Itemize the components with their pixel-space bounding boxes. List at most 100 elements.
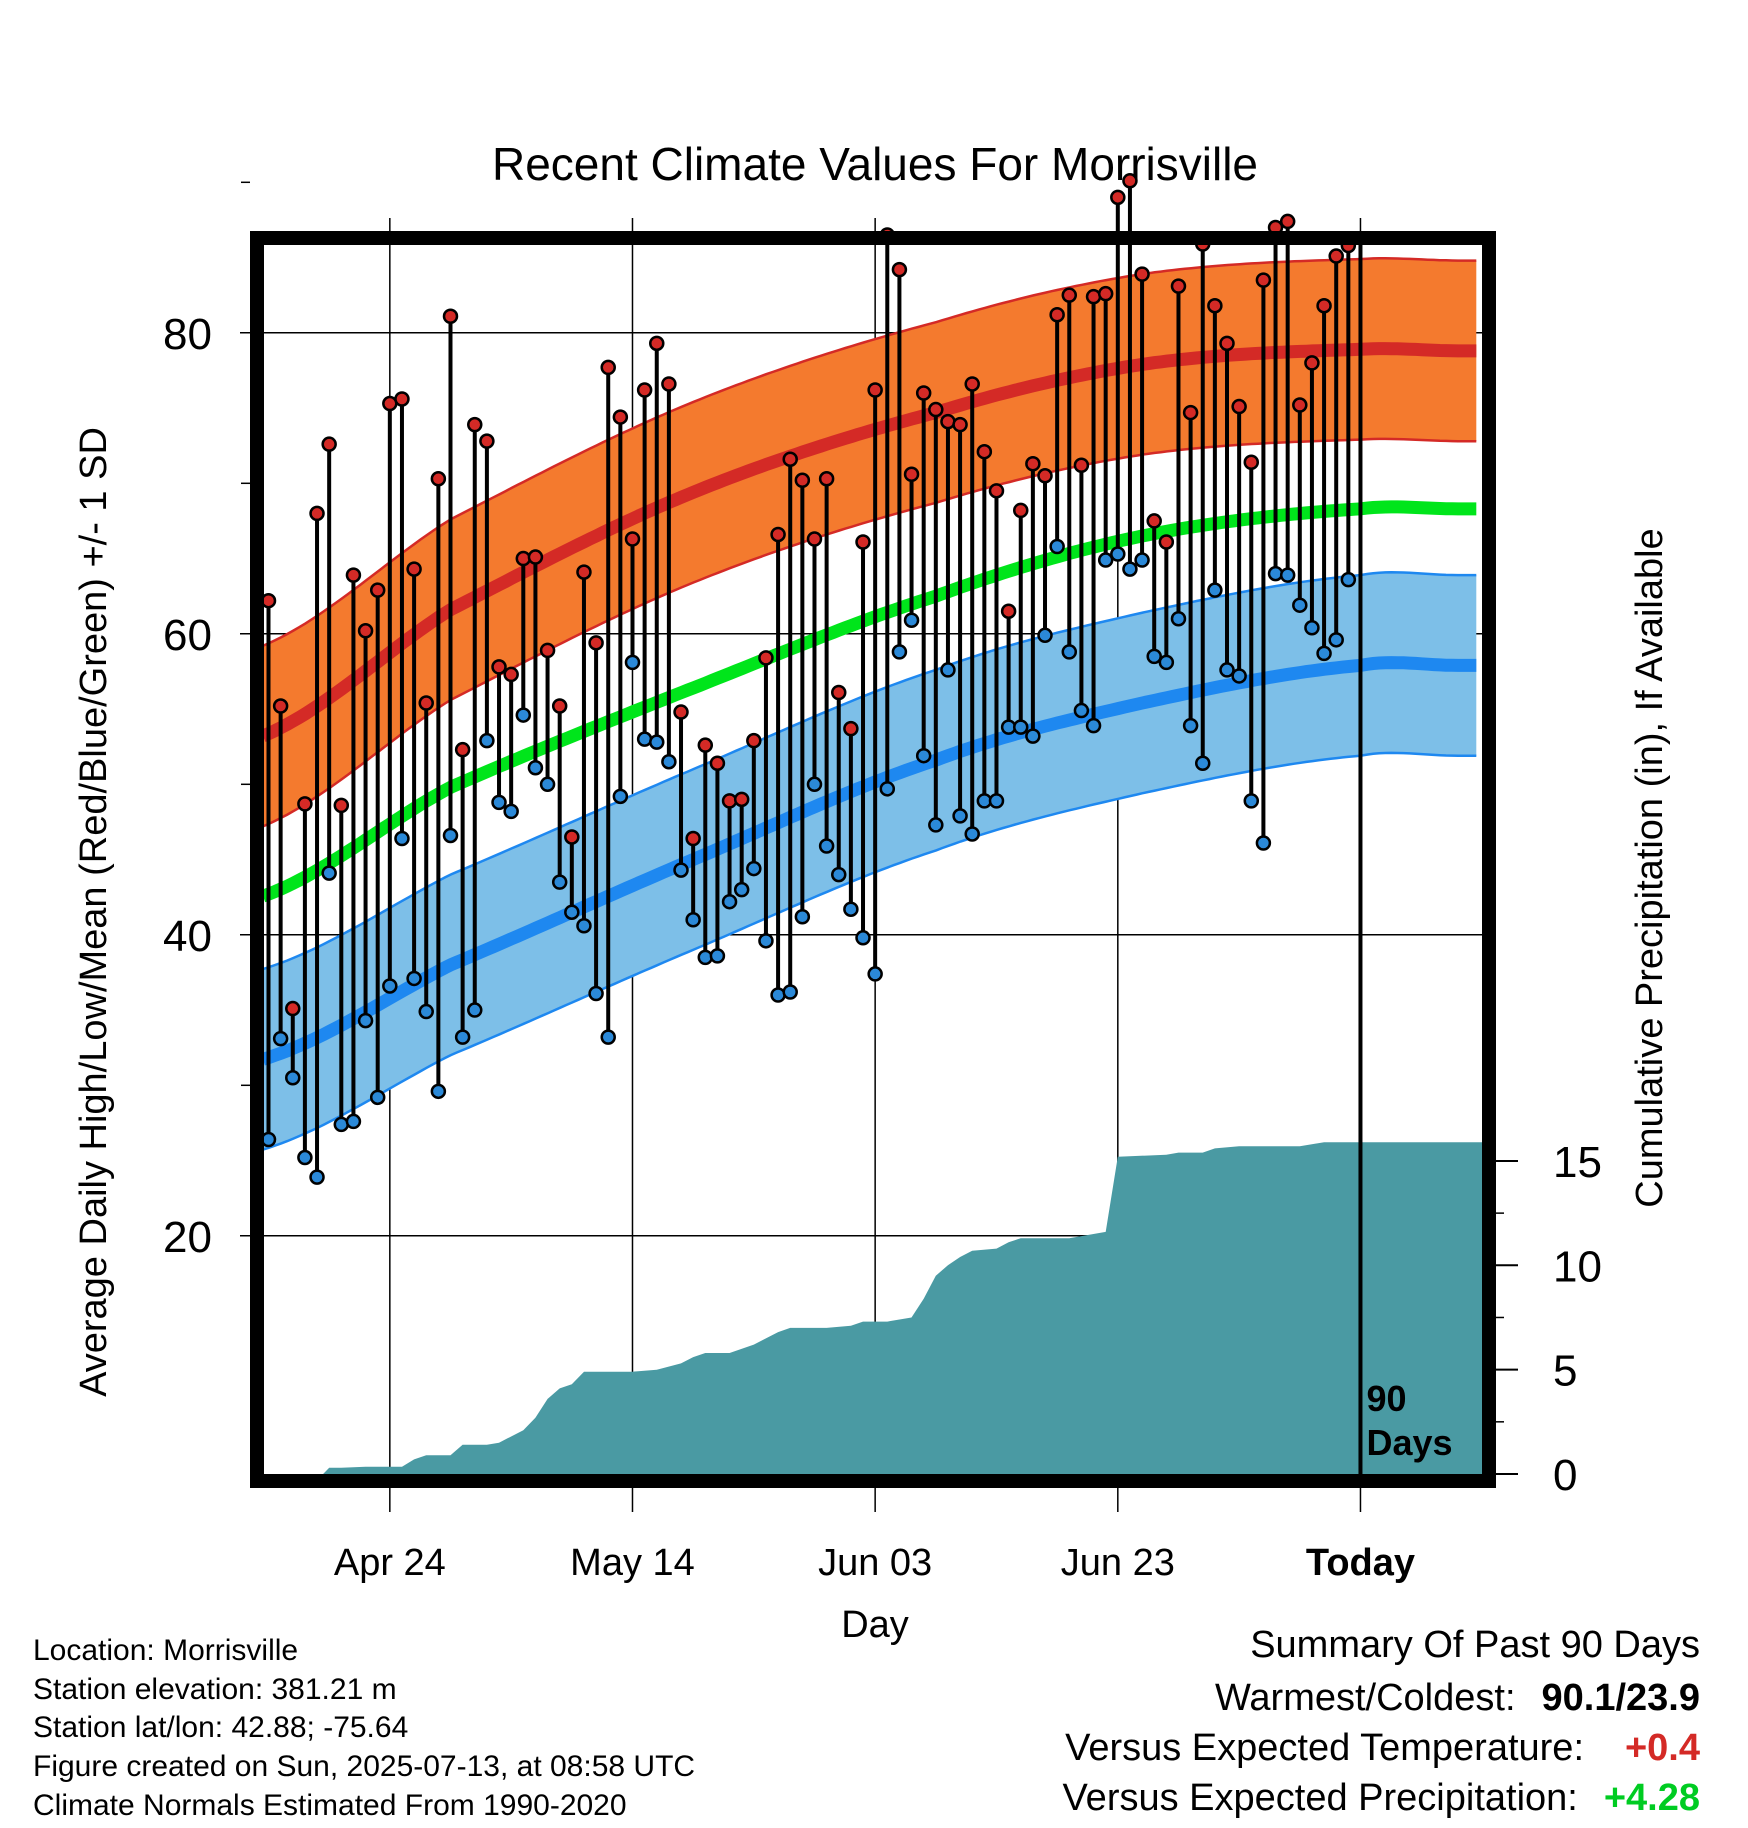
daily-high-dot (467, 416, 483, 433)
daily-low-dot (624, 654, 641, 671)
daily-high-dot (1182, 404, 1199, 421)
daily-high-dot (806, 531, 823, 547)
daily-low-dot (309, 1169, 325, 1185)
daily-low-dot (831, 866, 847, 883)
daily-high-dot (454, 741, 471, 758)
daily-low-dot (1328, 632, 1344, 648)
daily-low-dot (1037, 627, 1053, 644)
daily-low-dot (491, 794, 507, 811)
daily-low-dot (551, 874, 568, 890)
daily-low-dot (1194, 755, 1211, 771)
daily-low-dot (1146, 648, 1162, 665)
daily-low-dot (600, 1029, 616, 1045)
cumulative-precip-area (323, 1142, 1482, 1474)
daily-low-dot (527, 759, 544, 776)
daily-high-dot (1134, 266, 1150, 282)
daily-low-dot (794, 908, 811, 925)
daily-high-dot (1012, 502, 1029, 519)
daily-high-dot (369, 582, 386, 598)
daily-low-dot (1340, 571, 1357, 588)
daily-high-dot (928, 401, 944, 418)
daily-low-dot (1012, 719, 1029, 735)
daily-high-dot (758, 650, 774, 666)
daily-high-dot (600, 359, 616, 376)
daily-high-dot (539, 642, 556, 659)
daily-high-dot (673, 704, 689, 720)
y-tick-label: 80 (163, 310, 212, 359)
daily-high-dot (1243, 454, 1260, 470)
daily-low-dot (806, 776, 823, 793)
summary-warmest: Warmest/Coldest: 90.1/23.9 (1215, 1679, 1700, 1717)
daily-high-dot (564, 829, 580, 845)
daily-high-dot (1122, 173, 1138, 189)
y2-tick-label: 15 (1553, 1138, 1602, 1187)
daily-low-dot (576, 918, 592, 934)
daily-low-dot (285, 1070, 301, 1086)
daily-low-dot (915, 747, 932, 764)
daily-low-dot (1097, 552, 1114, 568)
daily-low-dot (418, 1003, 434, 1020)
daily-high-dot (357, 623, 374, 639)
daily-high-dot (612, 409, 629, 425)
daily-high-dot (636, 382, 653, 398)
daily-high-dot (345, 567, 362, 583)
daily-high-dot (418, 695, 434, 711)
daily-high-dot (952, 416, 968, 433)
daily-high-dot (309, 505, 325, 522)
precip-anomaly-value: +4.28 (1603, 1777, 1700, 1819)
y2-tick-label: 5 (1553, 1347, 1577, 1396)
summary-precip: Versus Expected Precipitation: +4.28 (1062, 1779, 1700, 1817)
daily-low-dot (515, 707, 532, 723)
info-location: Location: Morrisville (33, 1634, 299, 1667)
daily-high-dot (1292, 397, 1308, 413)
y2-tick-label: 0 (1553, 1451, 1577, 1500)
daily-low-dot (843, 901, 859, 917)
daily-low-dot (297, 1149, 313, 1166)
daily-low-dot (1255, 835, 1272, 851)
daily-low-dot (1158, 654, 1175, 671)
daily-low-dot (685, 912, 701, 928)
daily-low-dot (406, 970, 422, 987)
temp-anomaly-value: +0.4 (1624, 1727, 1700, 1769)
daily-high-dot (915, 385, 932, 401)
daily-high-dot (1061, 287, 1078, 303)
daily-high-dot (976, 443, 993, 460)
daily-high-dot (709, 755, 726, 771)
daily-low-dot (673, 862, 689, 878)
daily-low-dot (394, 830, 410, 847)
y-tick-label: 20 (163, 1213, 212, 1262)
daily-high-dot (321, 436, 337, 452)
daily-low-dot (1231, 668, 1247, 684)
daily-high-dot (733, 791, 750, 808)
x-tick-label: Jun 23 (1061, 1542, 1175, 1584)
normal-low-sd-band-upper-edge (263, 571, 1477, 971)
daily-high-dot (697, 737, 714, 753)
y-axis-label: Average Daily High/Low/Mean (Red/Blue/Gr… (73, 427, 115, 1397)
daily-high-dot (1170, 278, 1187, 294)
daily-high-dot (794, 472, 811, 489)
daily-high-dot (1316, 297, 1332, 314)
daily-low-dot (1025, 728, 1041, 744)
daily-high-dot (831, 684, 847, 701)
daily-high-dot (1255, 272, 1272, 288)
daily-high-dot (964, 376, 980, 392)
daily-high-dot (1000, 603, 1017, 619)
daily-low-dot (1170, 611, 1187, 627)
today-marker-label: 90 (1366, 1378, 1406, 1419)
daily-low-dot (818, 838, 835, 854)
daily-high-dot (782, 451, 798, 467)
daily-high-dot (551, 698, 568, 714)
daily-high-dot (1231, 398, 1247, 415)
daily-low-dot (479, 732, 495, 749)
daily-low-dot (345, 1113, 362, 1130)
normal-high-sd-band (263, 258, 1477, 827)
daily-low-dot (1219, 662, 1235, 678)
daily-high-dot (1146, 513, 1162, 529)
daily-low-dot (1061, 644, 1078, 660)
daily-high-dot (1328, 248, 1344, 264)
daily-low-dot (782, 984, 798, 1000)
daily-low-dot (661, 753, 677, 770)
daily-low-dot (758, 933, 774, 949)
